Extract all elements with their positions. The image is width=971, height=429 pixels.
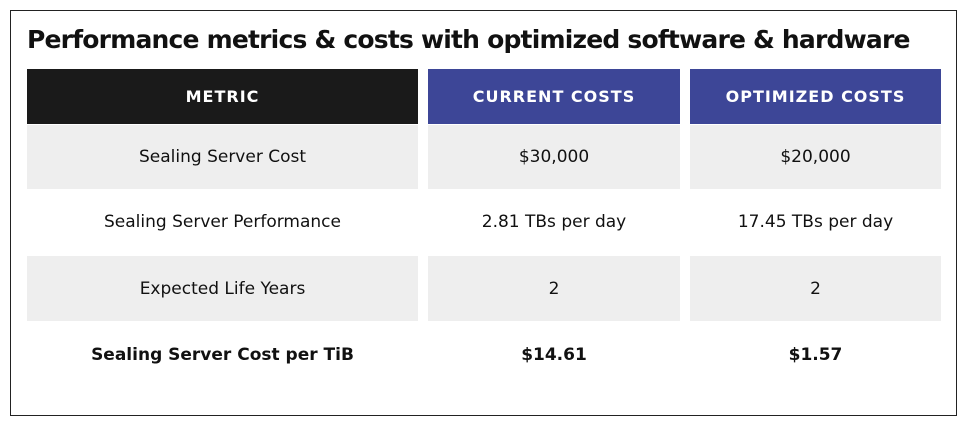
- table-cell: 2: [428, 256, 680, 321]
- table-frame: [10, 10, 957, 416]
- table-cell: $30,000: [428, 125, 680, 189]
- row-label: Sealing Server Performance: [104, 212, 341, 232]
- table-cell: 2.81 TBs per day: [481, 212, 627, 232]
- column-header: CURRENT COSTS: [428, 69, 680, 124]
- row-label: Expected Life Years: [27, 256, 418, 321]
- column-header: OPTIMIZED COSTS: [690, 69, 941, 124]
- row-label: Sealing Server Cost: [27, 125, 418, 189]
- table-cell: 17.45 TBs per day: [737, 212, 894, 232]
- table-cell: 2: [690, 256, 941, 321]
- column-header: METRIC: [27, 69, 418, 124]
- table-cell: $14.61: [521, 344, 587, 365]
- table-cell: $1.57: [788, 344, 843, 365]
- row-label: Sealing Server Cost per TiB: [91, 344, 354, 365]
- table-cell: $20,000: [690, 125, 941, 189]
- page-title: Performance metrics & costs with optimiz…: [27, 25, 910, 54]
